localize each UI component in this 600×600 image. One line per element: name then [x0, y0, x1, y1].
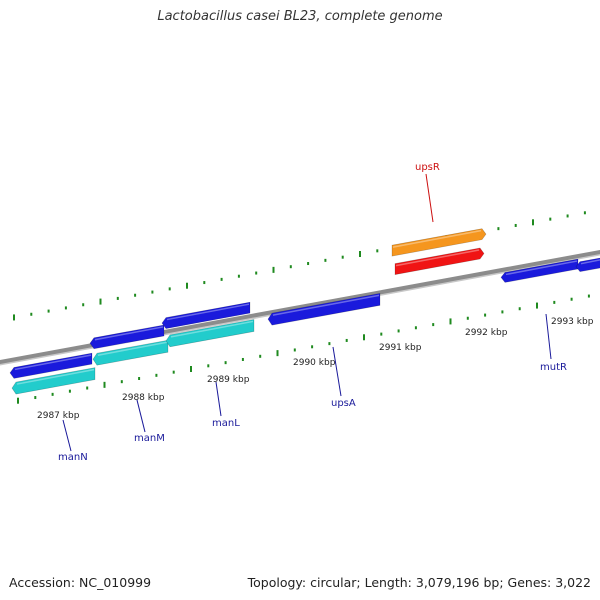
gene-label-manM: manM — [134, 433, 165, 444]
gene-label-manL: manL — [212, 418, 240, 429]
gene-arrow-upsA-highlight — [272, 294, 380, 316]
leader-line-upsA — [332, 346, 342, 397]
gene-arrow-upsA — [267, 292, 381, 326]
cds-arrow-manM — [92, 339, 169, 366]
gene-label-upsA: upsA — [331, 398, 356, 409]
leader-line-upsR — [425, 173, 434, 223]
gene-labels: manN manM manL upsA upsR mutR — [58, 162, 567, 463]
kbp-tick-label: 2993 kbp — [551, 317, 594, 327]
gene-arrow-manM — [89, 324, 165, 350]
gene-arrow-manN-highlight — [14, 354, 92, 371]
kbp-tick-label: 2989 kbp — [207, 375, 250, 385]
backbone-line — [0, 249, 600, 365]
kbp-tick-label: 2992 kbp — [465, 328, 508, 338]
outer-tick-ring — [13, 211, 586, 321]
gene-label-upsR: upsR — [415, 162, 440, 173]
gene-arrow-manL-highlight — [166, 303, 250, 321]
gene-arrow-upsR-highlight — [395, 249, 480, 267]
backbone — [0, 249, 600, 366]
leader-line-manN — [62, 419, 72, 452]
cds-arrow-upsR — [391, 228, 487, 257]
gene-arrow-manN — [9, 352, 93, 379]
kbp-tick-label: 2991 kbp — [379, 343, 422, 353]
gene-arrow-next-highlight — [580, 259, 600, 265]
cds-arrow-manM-highlight — [97, 341, 168, 356]
cds-arrow-manN — [11, 367, 96, 395]
gene-label-mutR: mutR — [540, 362, 567, 373]
kbp-tick-label: 2987 kbp — [37, 411, 80, 421]
map-title: Lactobacillus casei BL23, complete genom… — [157, 9, 443, 24]
inner-tick-ring — [17, 294, 590, 404]
leader-line-manM — [136, 399, 146, 433]
gene-arrow-mutR — [500, 258, 579, 283]
gene-arrow-upsR — [394, 247, 485, 275]
topology-summary: Topology: circular; Length: 3,079,196 bp… — [247, 575, 591, 590]
gene-arrow-next — [575, 257, 600, 273]
gene-arrow-mutR-highlight — [505, 260, 578, 276]
feature-tracks — [9, 228, 600, 395]
kbp-tick-labels: 2987 kbp 2988 kbp 2989 kbp 2990 kbp 2991 kbp… — [37, 317, 594, 421]
gene-arrow-manL — [161, 301, 251, 329]
leader-line-mutR — [545, 313, 552, 360]
gene-arrow-manM-highlight — [94, 326, 164, 341]
gene-label-manN: manN — [58, 452, 88, 463]
cds-arrow-manL — [165, 319, 255, 348]
cds-arrow-manL-highlight — [170, 320, 254, 338]
cds-arrow-manN-highlight — [16, 368, 95, 385]
kbp-tick-label: 2988 kbp — [122, 393, 165, 403]
accession-text: Accession: NC_010999 — [9, 575, 152, 590]
leader-line-manL — [215, 381, 222, 417]
cds-arrow-upsR-highlight — [392, 229, 482, 248]
kbp-tick-label: 2990 kbp — [293, 358, 336, 368]
